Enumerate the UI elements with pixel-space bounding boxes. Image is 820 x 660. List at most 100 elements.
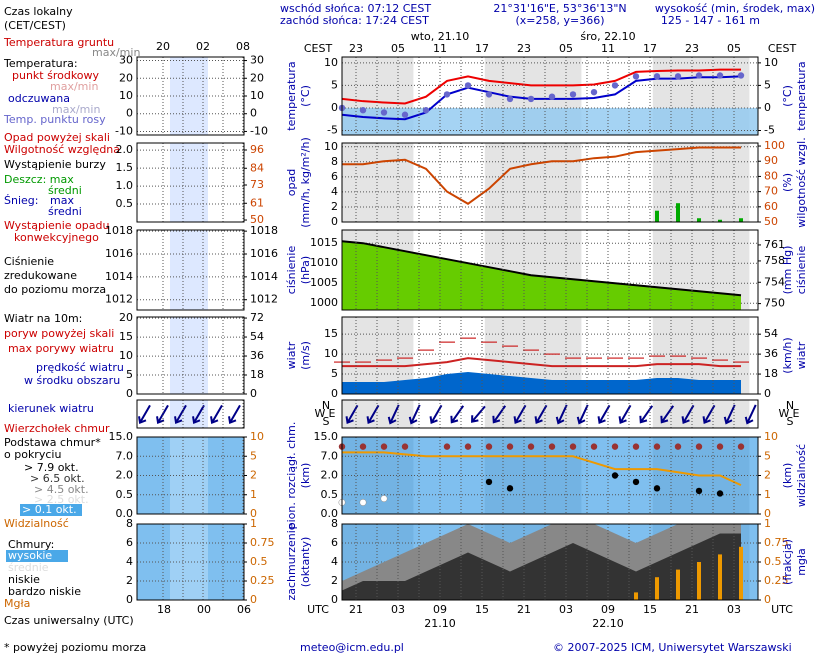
tick-label: 15.0	[314, 430, 339, 443]
tick-label: 96	[250, 143, 264, 156]
legend-text: zredukowane	[4, 269, 77, 282]
y2-axis-label: ciśnienie	[795, 246, 808, 295]
compass-letter: E	[329, 407, 336, 420]
time-label-bottom: 21	[517, 603, 531, 616]
legend-text: kierunek wiatru	[8, 402, 94, 415]
y2-axis-label: mgła	[795, 548, 808, 576]
dot	[674, 443, 682, 450]
date-label-top: wto, 21.10	[411, 30, 470, 43]
time-label-top: 23	[685, 42, 699, 55]
tick-label: 0	[331, 215, 338, 228]
tick-label: 0	[126, 107, 133, 120]
tick-label: 1	[764, 488, 771, 501]
dot	[716, 443, 724, 450]
y2-axis-label: widzialność	[795, 444, 808, 507]
wind-arrow	[471, 405, 486, 423]
tick-label: 0.75	[764, 536, 789, 549]
tick-label: 20	[250, 71, 264, 84]
legend-text: bardzo niskie	[8, 585, 81, 598]
tick-label: 754	[764, 275, 785, 288]
tick-label: 1018	[250, 224, 278, 237]
time-label-top: 23	[517, 42, 531, 55]
dot	[674, 73, 682, 80]
dot	[548, 443, 556, 450]
dot	[527, 443, 535, 450]
tick-label: 2	[331, 200, 338, 213]
mini-wind-arrow	[156, 404, 169, 425]
y-axis-label: (mm/h, kg/m²/h)	[299, 137, 312, 228]
tick-label: 1000	[310, 296, 338, 309]
tick-label: 100	[764, 139, 785, 152]
tick-label: 1005	[310, 276, 338, 289]
tick-label: 0	[126, 593, 133, 606]
elevation: 125 - 147 - 161 m	[661, 14, 760, 27]
dot	[653, 485, 661, 492]
mini-panel-frame	[136, 523, 245, 601]
wind-arrow	[429, 404, 443, 425]
tick-label: 2.0	[116, 469, 134, 482]
legend-text: Chmury:	[8, 538, 54, 551]
panel-frame	[341, 142, 759, 223]
tick-label: 8	[331, 155, 338, 168]
legend-text: Temp. punktu rosy	[3, 113, 106, 126]
legend-text: odczuwana	[8, 92, 70, 105]
time-label-bottom: 03	[559, 603, 573, 616]
tick-label: 30	[250, 54, 264, 67]
tick-label: 0.0	[116, 507, 134, 520]
dot	[569, 443, 577, 450]
tick-label: 5	[331, 78, 338, 91]
wind-arrow	[450, 405, 465, 424]
dot	[611, 82, 619, 89]
y-axis-label: pion. rozciągł. chm.	[285, 422, 298, 530]
tick-label: 2	[126, 574, 133, 587]
panel-frame	[341, 56, 759, 136]
dot	[716, 490, 724, 497]
time-label-top: 11	[433, 42, 447, 55]
legend-text: * powyżej poziomu morza	[4, 641, 146, 654]
tick-label: 50	[250, 213, 264, 226]
legend-text: Ciśnienie	[4, 255, 54, 268]
tick-label: 84	[250, 161, 264, 174]
dot	[569, 91, 577, 98]
tick-label: 72	[250, 311, 264, 324]
line	[342, 451, 742, 487]
tick-label: 5	[331, 367, 338, 380]
night-band	[484, 400, 582, 428]
tick-label: 10	[250, 430, 264, 443]
tick-label: 0.5	[764, 555, 782, 568]
mini-wind-arrow	[228, 404, 241, 425]
panel-frame	[341, 399, 759, 429]
time-label-top: 05	[559, 42, 573, 55]
tick-label: 80	[764, 169, 778, 182]
panel-frame	[341, 316, 759, 395]
tick-label: 1.5	[116, 161, 134, 174]
y-axis-label: (m/s)	[299, 341, 312, 370]
wind-arrow	[723, 404, 736, 425]
legend-text: Czas lokalny	[4, 5, 73, 18]
dot	[590, 443, 598, 450]
y-axis-label: wiatr	[285, 341, 298, 369]
mini-panel-frame	[136, 142, 245, 223]
tick-label: 54	[250, 330, 264, 343]
legend-text: Wierzchołek chmur	[4, 422, 110, 435]
dot	[611, 472, 619, 479]
tick-label: 0	[331, 593, 338, 606]
tick-label: 10	[764, 430, 778, 443]
time-label-bottom: 21	[685, 603, 699, 616]
tick-label: 0	[250, 107, 257, 120]
tick-label: 6	[126, 536, 133, 549]
legend-text: Wiatr na 10m:	[4, 312, 82, 325]
legend-text: max/min	[52, 103, 100, 116]
compass-letter: W	[779, 407, 790, 420]
mini-time-top: 02	[196, 40, 210, 53]
legend-text: prędkość wiatru	[36, 361, 124, 374]
tick-label: 1012	[105, 293, 133, 306]
time-label-bottom: 09	[601, 603, 615, 616]
tick-label: 7.0	[321, 449, 339, 462]
bar	[739, 218, 743, 222]
dot	[590, 88, 598, 96]
tick-label: 1018	[105, 224, 133, 237]
tick-label: 0	[331, 387, 338, 400]
tick-label: -5	[764, 123, 775, 136]
legend-text: średnie	[8, 561, 49, 574]
